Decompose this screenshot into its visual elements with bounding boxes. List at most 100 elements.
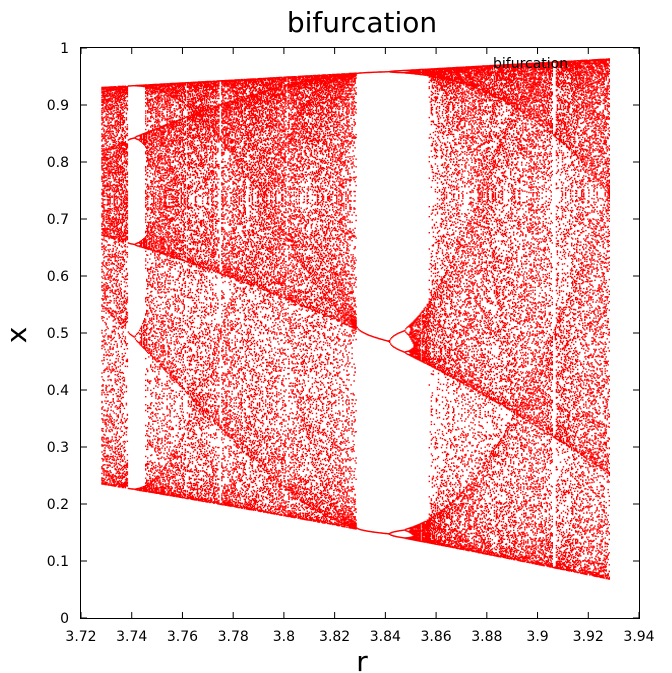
data-point-column bbox=[183, 82, 185, 499]
data-point-column bbox=[111, 86, 113, 487]
data-point-column bbox=[353, 72, 355, 530]
data-point-column bbox=[444, 67, 447, 547]
data-point-column bbox=[301, 75, 303, 520]
data-point-column bbox=[152, 83, 154, 494]
data-point-column bbox=[563, 60, 566, 571]
data-point-column bbox=[597, 58, 599, 578]
data-point-column bbox=[506, 64, 509, 559]
data-point-column bbox=[110, 86, 112, 487]
data-point-column bbox=[189, 81, 192, 500]
data-point-column bbox=[452, 67, 454, 549]
y-tick-label: 0.4 bbox=[47, 383, 69, 399]
data-point-column bbox=[159, 83, 161, 495]
data-point-column bbox=[575, 60, 577, 573]
data-point-column bbox=[245, 78, 247, 510]
data-point-column bbox=[309, 75, 312, 521]
data-point-column bbox=[510, 63, 512, 560]
data-point-column bbox=[339, 73, 341, 527]
x-tick-label: 3.82 bbox=[319, 629, 350, 645]
data-point-column bbox=[480, 65, 482, 554]
data-point-column bbox=[478, 65, 480, 554]
data-point-column bbox=[344, 73, 346, 528]
data-point-column bbox=[352, 72, 354, 530]
y-axis-label: x bbox=[0, 327, 33, 344]
data-point-column bbox=[154, 83, 156, 494]
data-point-column bbox=[194, 81, 197, 501]
data-point-column bbox=[256, 78, 259, 511]
data-point-column bbox=[491, 64, 494, 556]
data-point-column bbox=[469, 66, 471, 551]
data-point-column bbox=[280, 76, 282, 516]
data-point-column bbox=[579, 60, 581, 573]
data-point-column bbox=[303, 75, 305, 521]
data-point-column bbox=[441, 67, 444, 547]
data-point-column bbox=[525, 63, 527, 562]
data-point-column bbox=[497, 64, 500, 558]
data-point-column bbox=[209, 80, 211, 504]
data-point-column bbox=[426, 68, 428, 544]
data-point-column bbox=[495, 64, 498, 557]
data-point-column bbox=[348, 72, 350, 529]
data-point-column bbox=[214, 80, 216, 504]
x-tick-label: 3.86 bbox=[421, 629, 452, 645]
data-point-column bbox=[254, 78, 257, 511]
data-point-column bbox=[604, 59, 606, 578]
data-point-column bbox=[261, 78, 264, 512]
data-point-column bbox=[600, 58, 602, 579]
data-point-column bbox=[530, 62, 532, 563]
data-point-column bbox=[519, 63, 521, 562]
data-point-column bbox=[332, 73, 334, 526]
data-point-column bbox=[567, 60, 570, 572]
data-point-column bbox=[166, 83, 168, 496]
data-point-column bbox=[537, 62, 539, 565]
data-point-column bbox=[320, 74, 323, 523]
data-point-column bbox=[573, 60, 575, 573]
data-point-column bbox=[340, 73, 342, 526]
data-point-column bbox=[526, 62, 528, 563]
legend-label-bifurcation: bifurcation bbox=[493, 56, 568, 72]
data-point-column bbox=[226, 79, 228, 506]
data-point-column bbox=[263, 77, 266, 513]
data-point-column bbox=[535, 62, 537, 565]
data-point-column bbox=[104, 86, 106, 486]
data-point-column bbox=[442, 67, 445, 547]
data-point-column bbox=[251, 78, 254, 511]
data-point-column bbox=[461, 66, 463, 550]
data-point-column bbox=[276, 76, 278, 516]
y-tick-label: 0.6 bbox=[47, 269, 69, 285]
data-point-column bbox=[430, 68, 433, 545]
data-point-column bbox=[607, 58, 609, 580]
data-point-column bbox=[505, 64, 508, 559]
data-point-column bbox=[450, 67, 452, 548]
data-point-column bbox=[327, 74, 329, 525]
data-point-column bbox=[568, 60, 571, 572]
data-point-column bbox=[180, 82, 182, 499]
data-point-column bbox=[197, 81, 200, 502]
data-point-column bbox=[592, 59, 594, 577]
data-point-column bbox=[468, 66, 470, 552]
y-tick-label: 0.3 bbox=[47, 440, 69, 456]
data-point-column bbox=[347, 73, 349, 527]
data-point-column bbox=[213, 80, 215, 504]
data-point-column bbox=[434, 68, 437, 545]
data-point-column bbox=[282, 77, 284, 513]
data-point-column bbox=[312, 74, 315, 522]
data-point-column bbox=[596, 59, 598, 578]
data-point-column bbox=[174, 82, 176, 497]
data-point-column bbox=[229, 79, 231, 507]
data-point-column bbox=[470, 66, 472, 552]
data-point-column bbox=[595, 59, 597, 577]
data-point-column bbox=[231, 79, 233, 507]
data-point-column bbox=[253, 78, 256, 511]
data-point-column bbox=[222, 80, 224, 506]
data-point-column bbox=[484, 65, 486, 555]
data-point-column bbox=[215, 80, 217, 503]
data-point-column bbox=[201, 81, 204, 502]
data-point-column bbox=[544, 62, 546, 565]
data-point-column bbox=[267, 77, 269, 514]
data-point-column bbox=[511, 63, 513, 560]
data-point-column bbox=[472, 65, 474, 553]
data-point-column bbox=[304, 75, 306, 521]
x-tick-label: 3.88 bbox=[471, 629, 502, 645]
data-point-column bbox=[326, 74, 328, 524]
